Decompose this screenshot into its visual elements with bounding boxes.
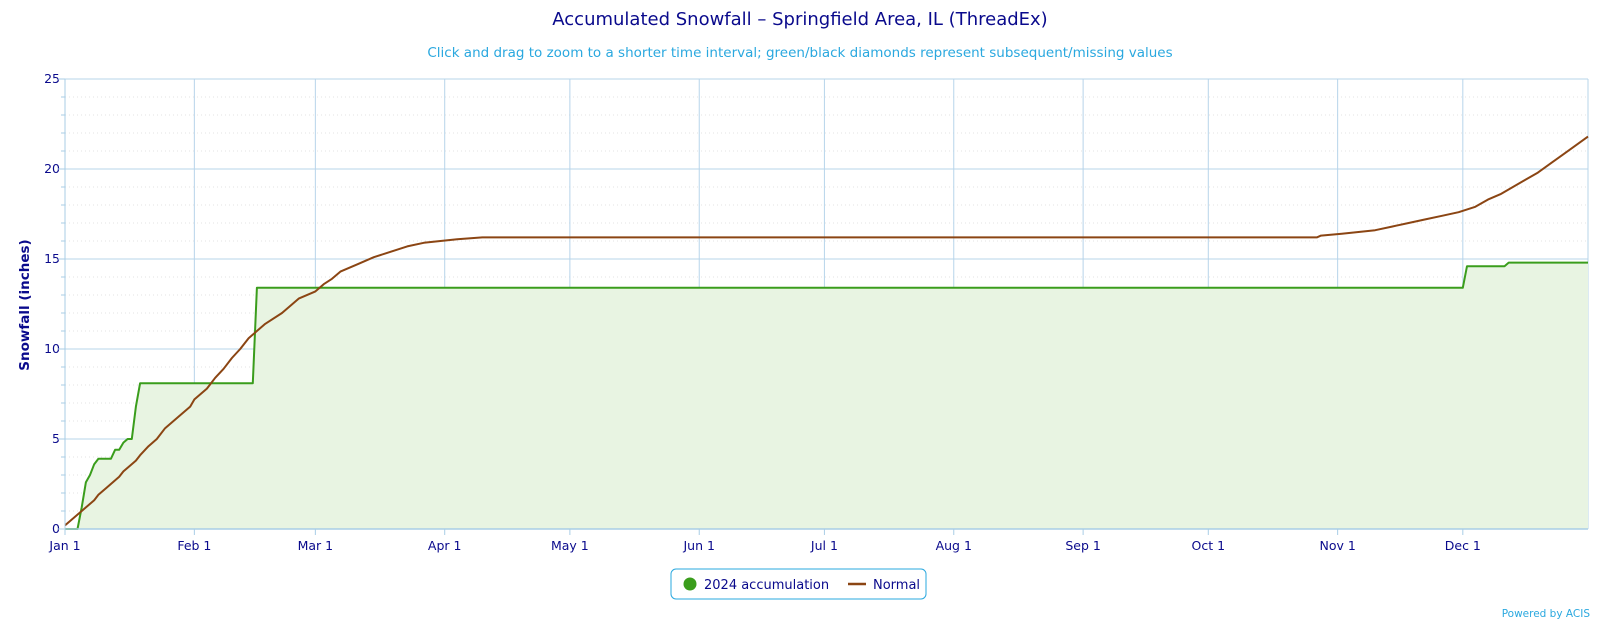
credit-link[interactable]: Powered by ACIS <box>1502 608 1591 620</box>
legend-item-accumulation[interactable]: 2024 accumulation <box>683 577 830 594</box>
chart-title: Accumulated Snowfall – Springfield Area,… <box>552 9 1047 30</box>
legend-label-accumulation: 2024 accumulation <box>704 578 829 593</box>
y-axis-label: Snowfall (inches) <box>17 239 33 370</box>
plot-area[interactable]: 0 5 10 15 20 25 Jan 1 Feb 1 Mar 1 Apr 1 May 1 Jun 1… <box>44 71 1589 553</box>
y-tick-label: 15 <box>44 251 60 266</box>
y-tick-label: 5 <box>52 431 60 446</box>
series-layer <box>64 135 1589 530</box>
x-tick-label: Jan 1 <box>48 538 80 553</box>
x-tick-label: Dec 1 <box>1445 538 1481 553</box>
y-tick-label: 20 <box>44 161 60 176</box>
x-tick-label: May 1 <box>551 538 589 553</box>
legend-label-normal: Normal <box>873 578 920 593</box>
y-tick-label: 25 <box>44 71 60 86</box>
y-tick-label: 0 <box>52 521 60 536</box>
series-accumulation-area <box>65 262 1588 529</box>
axes: 0 5 10 15 20 25 Jan 1 Feb 1 Mar 1 Apr 1 May 1 Jun 1… <box>44 71 1588 553</box>
x-tick-label: Nov 1 <box>1319 538 1355 553</box>
x-tick-label: Apr 1 <box>428 538 462 553</box>
x-tick-label: Jun 1 <box>683 538 715 553</box>
y-tick-label: 10 <box>44 341 60 356</box>
legend-item-normal[interactable]: Normal <box>848 578 920 593</box>
x-tick-label: Sep 1 <box>1065 538 1101 553</box>
x-tick-label: Aug 1 <box>936 538 972 553</box>
x-tick-label: Oct 1 <box>1192 538 1226 553</box>
x-tick-label: Mar 1 <box>298 538 334 553</box>
x-tick-label: Jul 1 <box>810 538 838 553</box>
legend-swatch-accumulation <box>683 577 697 591</box>
legend-box <box>670 568 927 600</box>
series-normal-line[interactable] <box>64 135 1589 527</box>
series-accumulation-line[interactable] <box>65 261 1588 530</box>
x-tick-label: Feb 1 <box>177 538 211 553</box>
legend[interactable]: 2024 accumulation Normal <box>670 568 927 600</box>
chart-subtitle: Click and drag to zoom to a shorter time… <box>427 45 1172 61</box>
